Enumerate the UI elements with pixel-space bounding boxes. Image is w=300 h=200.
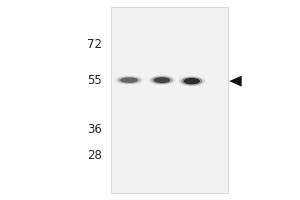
Bar xyxy=(111,7,228,193)
Text: 72: 72 xyxy=(87,38,102,51)
Polygon shape xyxy=(229,76,242,87)
Ellipse shape xyxy=(184,78,200,84)
Ellipse shape xyxy=(179,76,205,86)
Text: 55: 55 xyxy=(88,74,102,87)
Ellipse shape xyxy=(118,77,141,84)
Ellipse shape xyxy=(120,77,138,83)
Ellipse shape xyxy=(115,76,143,85)
Text: 28: 28 xyxy=(87,149,102,162)
Ellipse shape xyxy=(181,77,202,85)
Ellipse shape xyxy=(149,75,175,85)
Ellipse shape xyxy=(154,77,170,83)
Text: 36: 36 xyxy=(87,123,102,136)
Ellipse shape xyxy=(151,76,172,84)
